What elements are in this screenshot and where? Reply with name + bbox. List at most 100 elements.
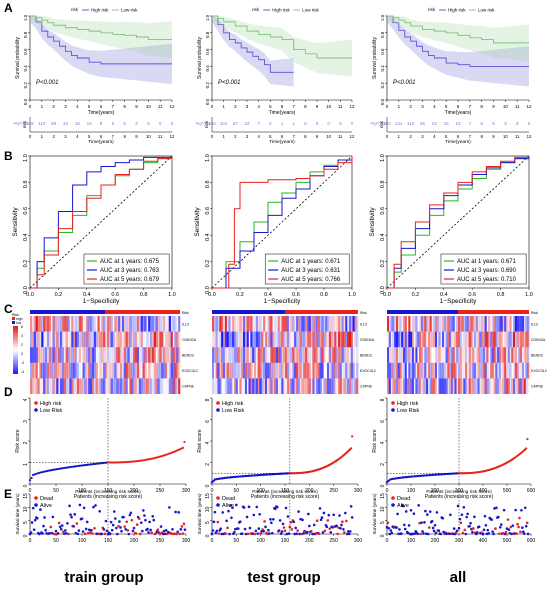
heatmap-cell	[299, 378, 302, 394]
survival-point	[51, 515, 55, 519]
heatmap-cell	[43, 362, 46, 379]
heatmap-cell	[459, 362, 462, 379]
heatmap-cell	[146, 331, 149, 348]
survival-point	[417, 504, 420, 507]
survival-point	[449, 513, 452, 517]
heatmap-cell	[422, 316, 425, 332]
km-x-tick-label: 1	[222, 104, 225, 109]
heatmap-cell	[502, 316, 505, 332]
survival-point	[29, 531, 33, 534]
heatmap-cell	[212, 362, 215, 379]
heatmap-cell	[347, 362, 350, 379]
heatmap-cell	[417, 316, 420, 332]
heatmap-cell	[263, 362, 266, 379]
survival-point	[109, 520, 113, 524]
heatmap-cell	[450, 316, 453, 332]
heatmap-cell	[71, 347, 74, 363]
heatmap-cell	[135, 331, 138, 348]
heatmap-cell	[106, 331, 110, 348]
heatmap-cell	[39, 316, 42, 332]
heatmap-cell	[461, 331, 464, 348]
heatmap-cell	[248, 316, 251, 332]
heatmap-cell	[509, 362, 512, 379]
heatmap-cell	[114, 347, 117, 363]
heatmap-colorbar-tick: -4	[21, 370, 24, 374]
heatmap-cell	[123, 316, 126, 332]
heatmap-cell	[509, 347, 512, 363]
heatmap-cell	[263, 316, 266, 332]
heatmap-cell	[38, 363, 40, 379]
heatmap-cell	[219, 378, 222, 394]
heatmap-cell	[497, 362, 500, 379]
risk-score-point	[110, 461, 113, 464]
survival-point	[89, 531, 92, 534]
heatmap-cell	[352, 316, 355, 332]
heatmap-cell	[257, 362, 260, 379]
heatmap-cell	[438, 362, 441, 379]
heatmap-cell	[417, 331, 420, 348]
heatmap-cell	[243, 347, 246, 363]
heatmap-cell	[263, 332, 265, 348]
risk-table-x-tick-label: 1	[398, 134, 401, 139]
survival-y-tick-label: 0	[380, 534, 386, 537]
heatmap-cell	[101, 316, 104, 332]
heatmap-cell	[516, 362, 519, 379]
heatmap-cell	[463, 347, 466, 363]
heatmap-cell	[114, 378, 117, 394]
heatmap-cell	[352, 347, 355, 363]
heatmap-cell	[388, 347, 391, 363]
heatmap-cell	[241, 331, 244, 348]
risk-score-point	[351, 435, 354, 438]
survival-point	[275, 505, 279, 509]
heatmap-cell	[88, 362, 91, 379]
roc-diagonal	[386, 155, 530, 289]
heatmap-cell	[498, 316, 501, 332]
heatmap-cell	[246, 316, 249, 332]
heatmap-cell	[452, 378, 455, 394]
survival-point	[312, 523, 316, 527]
heatmap-cell	[303, 362, 306, 379]
km-x-tick-label: 8	[123, 104, 126, 109]
survival-point	[521, 526, 524, 529]
survival-point	[167, 530, 170, 534]
km-x-tick-label: 11	[158, 104, 163, 109]
heatmap-cell	[281, 362, 284, 379]
heatmap-cell	[323, 331, 326, 348]
risk-table-x-tick-label: 2	[234, 134, 237, 139]
survival-x-tick-label: 300	[182, 538, 191, 544]
survival-point	[116, 532, 119, 536]
heatmap-cell	[486, 347, 489, 363]
heatmap-cell	[299, 316, 302, 332]
survival-x-tick-label: 200	[305, 538, 314, 544]
heatmap-cell	[285, 347, 288, 363]
survival-point	[221, 511, 225, 514]
roc-y-label: Sensitivity	[369, 207, 376, 237]
survival-legend-alive-swatch	[391, 503, 395, 507]
km-x-tick-label: 5	[445, 104, 448, 109]
heatmap-cell	[297, 316, 300, 332]
heatmap-cell	[275, 316, 278, 332]
survival-point	[252, 513, 256, 517]
heatmap-cell	[50, 378, 53, 394]
roc-legend-box	[440, 253, 527, 285]
heatmap-cell	[33, 362, 36, 379]
heatmap-cell	[443, 378, 446, 394]
heatmap-cell	[319, 378, 322, 394]
heatmap-cell	[294, 362, 297, 379]
panel-letter-B: B	[4, 149, 13, 163]
survival-point	[168, 506, 171, 509]
heatmap-gene-label: EXOC3L2	[531, 369, 547, 373]
km-x-tick-label: 2	[52, 104, 55, 109]
km-x-tick-label: 7	[292, 104, 295, 109]
heatmap-cell	[140, 331, 143, 348]
survival-point	[182, 522, 186, 526]
heatmap-cell	[255, 331, 258, 348]
survival-point	[325, 525, 329, 529]
heatmap-cell	[272, 362, 275, 379]
survival-point	[120, 529, 123, 533]
heatmap-cell	[339, 362, 342, 379]
heatmap-cell	[31, 362, 35, 379]
column-label-0: train group	[64, 569, 143, 586]
km-x-tick-label: 11	[515, 104, 520, 109]
roc-legend-box	[83, 253, 170, 285]
